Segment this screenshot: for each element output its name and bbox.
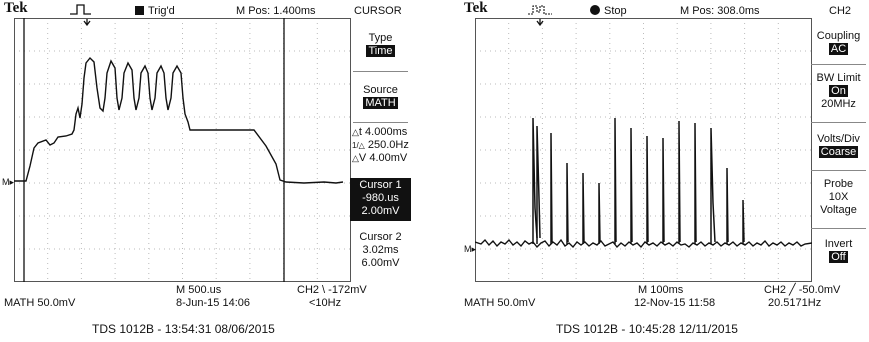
- date-time-readout: 8-Jun-15 14:06: [176, 297, 250, 309]
- ch2-menu-panel: Coupling AC BW Limit On 20MHz Volts/Div …: [808, 18, 869, 282]
- frequency-readout: <10Hz: [309, 297, 342, 309]
- type-value: Time: [366, 45, 395, 57]
- volts-div-menu-button[interactable]: Volts/Div Coarse: [817, 133, 860, 158]
- inverse-delta-icon: 1/△: [352, 141, 365, 150]
- delta-v-icon: △: [352, 153, 359, 163]
- waveform-graticule: [14, 18, 351, 282]
- menu-title: CURSOR: [354, 5, 402, 17]
- menu-title: CH2: [829, 5, 852, 17]
- invert-value: Off: [829, 251, 848, 263]
- ch2-spikes: [532, 117, 745, 244]
- right-oscilloscope-screen: Tek Stop M Pos: 308.0ms CH2: [462, 0, 867, 342]
- delta-t-icon: △: [352, 127, 359, 137]
- trig-square-icon: [135, 6, 144, 15]
- frequency-readout: 20.5171Hz: [768, 297, 822, 309]
- tek-logo: Tek: [4, 0, 28, 16]
- ground-marker-icon: M▸: [2, 177, 15, 187]
- ch2-noise-baseline: [475, 238, 812, 249]
- cursor-1-menu-button[interactable]: Cursor 1 -980.us 2.00mV: [350, 178, 411, 221]
- coupling-value: AC: [828, 43, 849, 55]
- run-status: Stop: [590, 5, 627, 17]
- math-waveform: [14, 56, 344, 184]
- math-scale-readout: MATH 50.0mV: [464, 297, 536, 309]
- volts-div-value: Coarse: [818, 146, 859, 158]
- cursor-2-menu-button[interactable]: Cursor 2 3.02ms 6.00mV: [359, 231, 402, 269]
- coupling-menu-button[interactable]: Coupling AC: [816, 30, 861, 55]
- cursor-menu-panel: Type Time Source MATH △t 4.000ms 1/△ 250…: [350, 18, 411, 282]
- source-value: MATH: [363, 97, 398, 109]
- waveform-graticule: [475, 18, 812, 282]
- date-time-readout: 12-Nov-15 11:58: [634, 297, 716, 309]
- trigger-status: Trig'd: [135, 5, 175, 17]
- ground-marker-icon: M▸: [464, 244, 477, 254]
- source-menu-button[interactable]: Source MATH: [363, 84, 398, 109]
- tek-logo: Tek: [464, 0, 488, 16]
- math-scale-readout: MATH 50.0mV: [4, 297, 76, 309]
- bw-limit-value: On: [829, 85, 848, 97]
- timebase-readout: M 500.us: [176, 284, 222, 296]
- timebase-readout: M 100ms: [638, 284, 684, 296]
- m-position-readout: M Pos: 308.0ms: [680, 5, 760, 17]
- m-position-readout: M Pos: 1.400ms: [236, 5, 316, 17]
- trigger-readout: CH2 ╱ -50.0mV: [764, 284, 841, 296]
- left-oscilloscope-screen: Tek Trig'd M Pos: 1.400ms CURSOR M▸ Type: [0, 0, 411, 342]
- bw-limit-menu-button[interactable]: BW Limit On 20MHz: [816, 72, 861, 110]
- delta-readouts: △t 4.000ms 1/△ 250.0Hz △V 4.00mV: [352, 126, 409, 164]
- probe-menu-button[interactable]: Probe 10X Voltage: [820, 178, 857, 216]
- invert-menu-button[interactable]: Invert Off: [824, 238, 853, 263]
- capture-caption: TDS 1012B - 10:45:28 12/11/2015: [556, 322, 738, 336]
- type-menu-button[interactable]: Type Time: [366, 32, 395, 57]
- stop-dot-icon: [590, 5, 600, 15]
- trigger-readout: CH2 \ -172mV: [297, 284, 367, 296]
- capture-caption: TDS 1012B - 13:54:31 08/06/2015: [92, 322, 275, 336]
